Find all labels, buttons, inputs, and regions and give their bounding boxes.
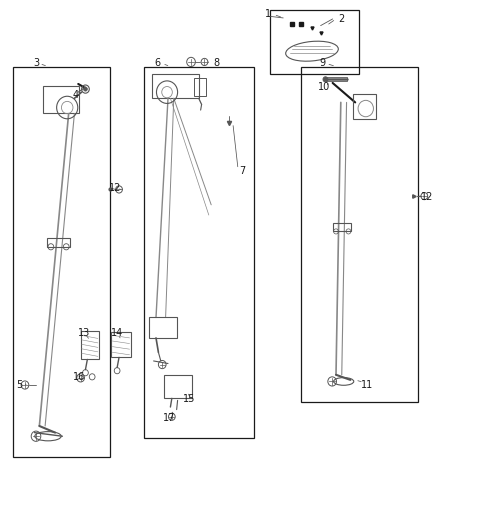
Bar [152,74,199,98]
Bar [353,94,376,119]
Text: 11: 11 [361,379,373,390]
Text: 8: 8 [214,58,220,69]
Text: 13: 13 [78,328,90,338]
Bar [47,238,70,247]
Bar [270,10,359,74]
Text: 1: 1 [265,9,272,19]
Text: 12: 12 [421,192,434,202]
Bar [333,223,351,231]
Text: 7: 7 [239,166,245,176]
Text: 2: 2 [338,14,345,24]
Text: 10: 10 [318,82,330,92]
Bar [164,375,192,398]
Text: 4: 4 [73,90,79,100]
Bar [301,67,418,402]
Text: 14: 14 [111,328,124,338]
Bar [326,77,347,81]
Bar [81,331,99,359]
Text: 5: 5 [16,380,22,390]
Text: 3: 3 [34,58,40,69]
Bar [43,86,79,113]
Text: 17: 17 [163,413,176,423]
Circle shape [323,77,328,82]
Bar [194,78,206,96]
Text: 6: 6 [155,58,161,69]
Text: 12: 12 [109,183,122,193]
Text: 16: 16 [73,372,86,382]
Text: 9: 9 [319,58,325,69]
Bar [111,332,131,357]
Text: 15: 15 [183,394,196,404]
Bar [149,317,177,338]
Circle shape [84,87,87,91]
Bar [13,67,110,457]
Bar [144,67,254,438]
